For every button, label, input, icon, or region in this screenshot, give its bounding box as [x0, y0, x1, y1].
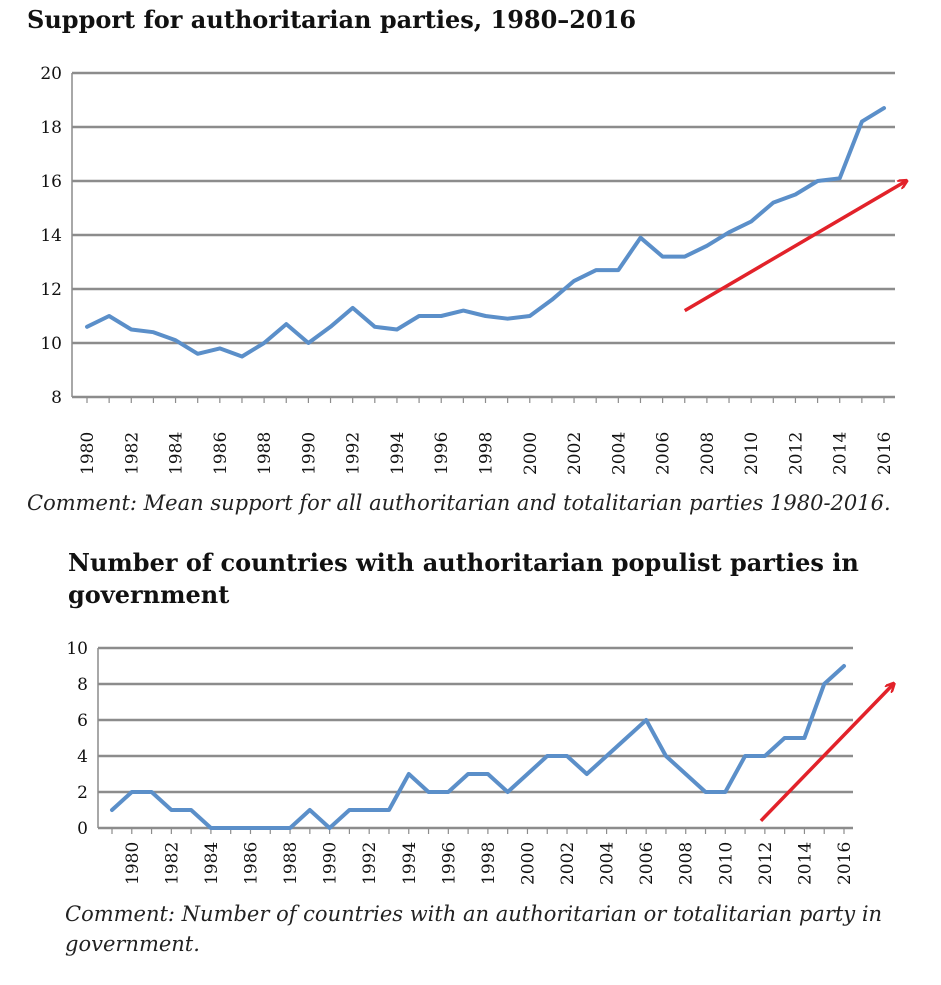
x-tick-label: 1982	[162, 842, 182, 885]
y-tick-label: 18	[40, 118, 62, 138]
x-tick-label: 2006	[654, 432, 674, 475]
y-tick-label: 16	[40, 172, 62, 192]
x-tick-label: 1992	[360, 842, 380, 885]
x-tick-label: 2016	[875, 432, 895, 475]
series-line	[110, 664, 846, 830]
x-tick-label: 1998	[477, 432, 497, 475]
x-tick-label: 1986	[241, 842, 261, 885]
x-tick-label: 1982	[122, 432, 142, 475]
y-tick-label: 6	[77, 711, 88, 731]
x-tick-label: 2006	[637, 842, 657, 885]
y-tick-label: 20	[40, 64, 62, 84]
x-tick-label: 1994	[400, 842, 420, 885]
x-tick-label: 1990	[321, 842, 341, 885]
x-tick-label: 1986	[211, 432, 231, 475]
y-tick-label: 12	[40, 280, 62, 300]
y-tick-label: 14	[40, 226, 62, 246]
x-tick-label: 1996	[439, 842, 459, 885]
x-tick-label: 1998	[479, 842, 499, 885]
chart2-title: Number of countries with authoritarian p…	[68, 548, 859, 609]
x-tick-label: 2010	[742, 432, 762, 475]
x-tick-label: 1980	[78, 432, 98, 475]
x-tick-label: 2002	[565, 432, 585, 475]
chart2-comment: Comment: Number of countries with an aut…	[65, 902, 883, 956]
x-tick-label: 2000	[518, 842, 538, 885]
x-tick-label: 2004	[609, 432, 629, 475]
x-tick-label: 1988	[255, 432, 275, 475]
x-tick-label: 2004	[598, 842, 618, 885]
x-tick-label: 2014	[831, 432, 851, 475]
y-tick-label: 0	[77, 819, 88, 839]
x-tick-label: 2014	[795, 842, 815, 885]
x-tick-label: 2002	[558, 842, 578, 885]
x-tick-label: 2012	[786, 432, 806, 475]
y-tick-label: 10	[40, 334, 62, 354]
chart1-title: Support for authoritarian parties, 1980–…	[27, 5, 637, 34]
x-tick-label: 1990	[299, 432, 319, 475]
y-tick-label: 2	[77, 783, 88, 803]
chart1-plot: 8 10 12 14 16 18 20 1980 1982 1984 1986 1988 1990 199…	[40, 64, 906, 475]
x-tick-label: 2000	[521, 432, 541, 475]
x-tick-label: 2008	[677, 842, 697, 885]
x-tick-label: 2016	[835, 842, 855, 885]
x-tick-label: 2008	[698, 432, 718, 475]
x-tick-label: 1996	[432, 432, 452, 475]
x-tick-label: 1980	[123, 842, 143, 885]
x-tick-label: 1992	[344, 432, 364, 475]
x-tick-label: 1988	[281, 842, 301, 885]
x-tick-label: 1994	[388, 432, 408, 475]
chart1-comment: Comment: Mean support for all authoritar…	[27, 491, 891, 515]
x-tick-label: 1984	[167, 432, 187, 475]
trend-arrow	[759, 684, 894, 823]
y-tick-label: 8	[77, 675, 88, 695]
x-tick-label: 2012	[756, 842, 776, 885]
chart2-plot: 0 2 4 6 8 10 1980 1982 1984 1986 1988 1990 1992 1994 1…	[66, 639, 893, 885]
y-tick-label: 4	[77, 747, 88, 767]
x-tick-label: 1984	[202, 842, 222, 885]
trend-arrow	[683, 181, 906, 313]
y-tick-label: 8	[51, 388, 62, 408]
x-tick-label: 2010	[716, 842, 736, 885]
y-tick-label: 10	[66, 639, 88, 659]
series-line	[85, 106, 886, 359]
